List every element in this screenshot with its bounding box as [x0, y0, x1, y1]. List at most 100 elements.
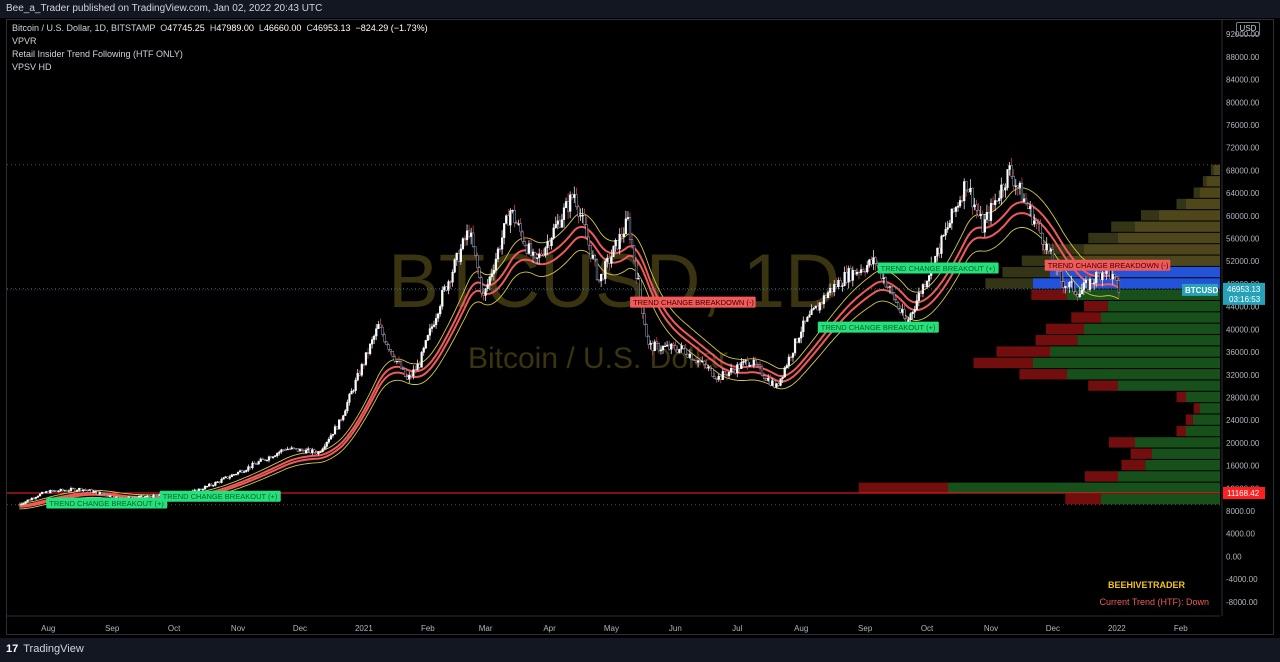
candle-body: [364, 352, 368, 365]
candle-body: [711, 368, 714, 377]
candle-body: [338, 419, 341, 430]
volume-profile-bar-buy: [1084, 244, 1220, 255]
candle-body: [1006, 169, 1009, 188]
candle-body: [971, 187, 974, 208]
y-tick-label: 36000.00: [1226, 348, 1260, 357]
candle-body: [699, 360, 702, 362]
candle-body: [480, 277, 483, 294]
volume-profile-bar-sell: [1111, 221, 1135, 232]
volume-profile-bar-sell: [1021, 255, 1067, 266]
tradingview-brand: TradingView: [23, 643, 84, 655]
candle-body: [399, 361, 403, 370]
volume-profile-bar-sell: [1121, 459, 1146, 471]
close-label: C: [306, 23, 313, 33]
candle-body: [65, 490, 68, 492]
volume-profile-bar-buy: [1033, 357, 1220, 369]
candle-body: [298, 448, 302, 452]
candle-body: [513, 210, 516, 223]
candle-body: [868, 259, 871, 266]
volume-profile-bar-buy: [1192, 414, 1220, 425]
candle-body: [587, 236, 590, 246]
candle-body: [404, 368, 407, 377]
candle-body: [783, 367, 786, 378]
candle-body: [818, 302, 821, 311]
candle-body: [859, 269, 863, 273]
candle-body: [146, 495, 149, 497]
candle-body: [534, 252, 537, 259]
candle-body: [709, 367, 712, 369]
candle-body: [998, 197, 1001, 201]
candle-body: [1084, 279, 1088, 284]
candle-body: [437, 313, 440, 319]
candle-body: [459, 248, 462, 262]
x-tick-label: Jul: [732, 624, 742, 633]
candle-body: [740, 362, 743, 369]
y-tick-label: 60000.00: [1226, 212, 1260, 221]
symbol-line: Bitcoin / U.S. Dollar, 1D, BITSTAMP O477…: [12, 22, 428, 35]
volume-profile-bar-buy: [1206, 176, 1220, 187]
candle-body: [569, 194, 572, 212]
volume-profile-bar-buy: [1145, 459, 1220, 471]
candle-body: [789, 356, 793, 358]
candle-body: [950, 208, 953, 224]
trend-label-bg: [630, 296, 756, 308]
y-tick-label: 20000.00: [1226, 439, 1260, 448]
y-tick-label: 52000.00: [1226, 257, 1260, 266]
symbol-name[interactable]: Bitcoin / U.S. Dollar, 1D, BITSTAMP: [12, 23, 156, 33]
candle-body: [915, 300, 918, 310]
candle-body: [335, 426, 339, 430]
candle-body: [961, 200, 964, 202]
candle-body: [1020, 182, 1024, 202]
candle-body: [833, 284, 836, 293]
candle-body: [626, 217, 630, 220]
candle-body: [748, 364, 751, 367]
candle-body: [257, 461, 260, 465]
candle-body: [1080, 289, 1083, 295]
candle-body: [507, 215, 510, 226]
candle-body: [253, 462, 256, 465]
candle-body: [820, 302, 823, 305]
candle-body: [732, 368, 735, 371]
candle-body: [701, 360, 704, 363]
volume-profile-bar-buy: [1033, 278, 1220, 289]
currency-button[interactable]: USD: [1236, 22, 1260, 36]
x-tick-label: Dec: [293, 624, 307, 633]
candle-body: [670, 343, 673, 350]
candle-body: [49, 490, 52, 494]
candle-body: [536, 257, 539, 259]
candle-body: [1043, 244, 1046, 251]
candle-body: [247, 466, 250, 471]
candle-body: [445, 286, 448, 291]
indicator-vpvr[interactable]: VPVR: [12, 36, 37, 46]
candle-body: [20, 503, 23, 506]
candle-body: [616, 240, 619, 250]
volume-profile-bar-buy: [1186, 425, 1220, 437]
y-tick-label: 56000.00: [1226, 235, 1260, 244]
candle-body: [416, 364, 419, 371]
x-tick-label: Jun: [669, 624, 682, 633]
candle-body: [32, 497, 35, 500]
candle-body: [1035, 220, 1038, 224]
candle-body: [1008, 165, 1011, 170]
candle-body: [228, 476, 231, 479]
indicator-vpsv[interactable]: VPSV HD: [12, 62, 52, 72]
candle-body: [864, 271, 867, 273]
volume-profile-bar-sell: [1088, 232, 1118, 244]
candle-body: [216, 481, 219, 483]
tradingview-logo[interactable]: 17 TradingView: [6, 643, 84, 655]
volume-profile-bar-sell: [1210, 164, 1214, 176]
trend-label-up: TREND CHANGE BREAKOUT (+): [821, 323, 936, 332]
volume-profile-bar-sell: [1176, 425, 1186, 437]
volume-profile-bar-sell: [1176, 391, 1186, 403]
candle-body: [1012, 176, 1015, 187]
candle-body: [829, 288, 832, 293]
candle-body: [855, 271, 859, 275]
x-tick-label: Feb: [421, 624, 435, 633]
candle-body: [354, 379, 357, 391]
candle-body: [756, 364, 760, 366]
candle-body: [1024, 198, 1028, 204]
candle-body: [1027, 203, 1030, 209]
x-tick-label: Sep: [105, 624, 120, 633]
indicator-trend-following[interactable]: Retail Insider Trend Following (HTF ONLY…: [12, 49, 183, 59]
